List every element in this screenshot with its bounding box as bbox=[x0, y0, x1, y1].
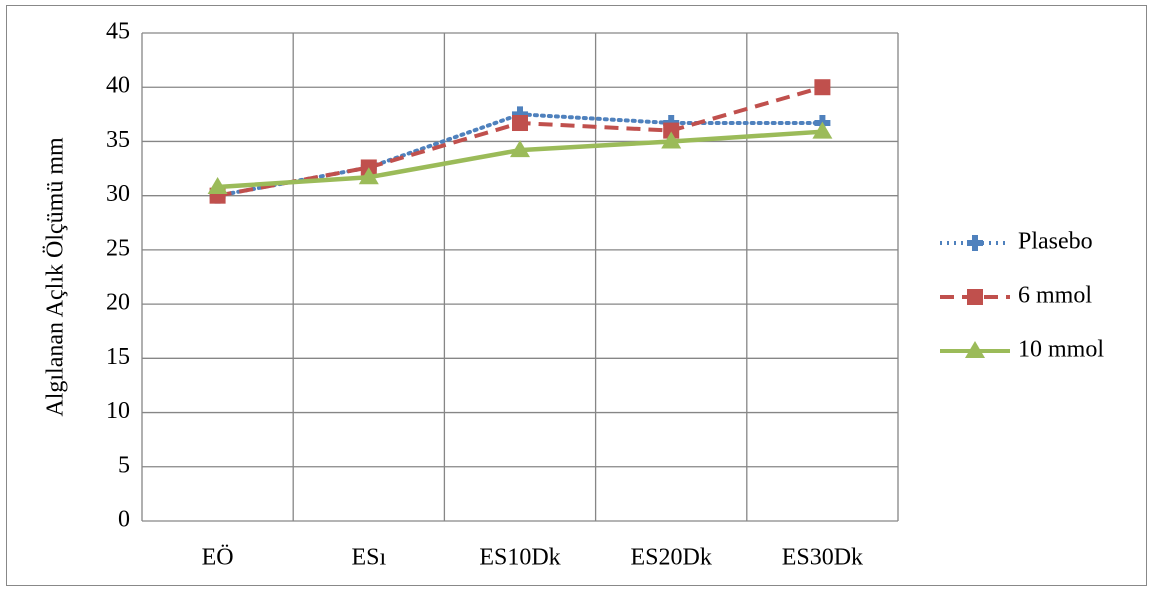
x-tick-label: EÖ bbox=[202, 545, 234, 571]
y-tick-label: 40 bbox=[106, 73, 130, 99]
marker bbox=[663, 122, 680, 139]
x-tick-label: ES20Dk bbox=[631, 545, 712, 571]
marker bbox=[812, 121, 833, 139]
x-tick-label: ES30Dk bbox=[782, 545, 863, 571]
legend-label: Plasebo bbox=[1018, 229, 1093, 255]
marker bbox=[358, 167, 379, 185]
marker bbox=[661, 131, 682, 149]
y-tick-label: 5 bbox=[118, 452, 130, 478]
legend-marker bbox=[967, 289, 983, 305]
y-axis-label: Algılanan Açlık Ölçümü mm bbox=[43, 137, 69, 417]
marker bbox=[814, 79, 831, 96]
y-tick-label: 45 bbox=[106, 19, 130, 45]
y-tick-label: 20 bbox=[106, 290, 130, 316]
legend-label: 10 mmol bbox=[1018, 337, 1104, 363]
y-tick-label: 25 bbox=[106, 235, 130, 261]
y-tick-label: 30 bbox=[106, 181, 130, 207]
legend-label: 6 mmol bbox=[1018, 283, 1092, 309]
marker bbox=[512, 106, 528, 123]
y-tick-label: 35 bbox=[106, 127, 130, 153]
y-tick-label: 10 bbox=[106, 398, 130, 424]
marker bbox=[510, 140, 530, 158]
legend-marker bbox=[965, 341, 985, 358]
legend-marker bbox=[967, 235, 983, 251]
chart-border bbox=[6, 5, 1147, 586]
y-tick-label: 0 bbox=[118, 507, 130, 533]
x-tick-label: ESı bbox=[351, 545, 386, 571]
x-tick-label: ES10Dk bbox=[479, 545, 560, 571]
marker bbox=[512, 115, 528, 132]
marker bbox=[207, 176, 228, 194]
y-tick-label: 15 bbox=[106, 344, 130, 370]
